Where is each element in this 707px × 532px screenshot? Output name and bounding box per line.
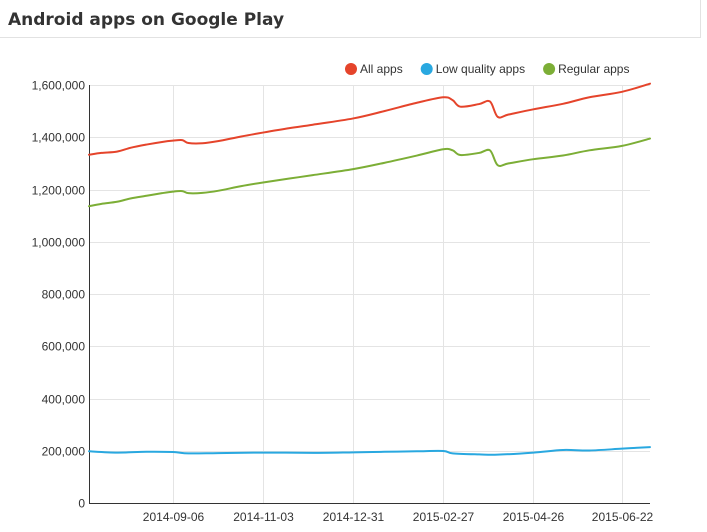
y-tick-label: 0 bbox=[78, 497, 85, 511]
legend-item-low-quality-apps[interactable]: Low quality apps bbox=[420, 62, 525, 76]
legend: All apps Low quality apps Regular apps bbox=[345, 62, 629, 76]
y-tick-label: 1,200,000 bbox=[32, 184, 86, 198]
legend-marker bbox=[420, 63, 433, 75]
y-tick-label: 200,000 bbox=[42, 445, 86, 459]
y-tick-label: 800,000 bbox=[42, 288, 86, 302]
x-tick-label: 2014-09-06 bbox=[143, 510, 205, 524]
title-divider bbox=[0, 37, 700, 38]
series-line-regular-apps bbox=[88, 137, 651, 208]
y-tick-label: 1,600,000 bbox=[32, 79, 86, 93]
legend-label: Low quality apps bbox=[436, 62, 525, 76]
series-line-low-quality-apps bbox=[88, 446, 651, 456]
y-tick-label: 400,000 bbox=[42, 393, 86, 407]
legend-item-all-apps[interactable]: All apps bbox=[345, 62, 403, 76]
x-tick-label: 2015-02-27 bbox=[413, 510, 475, 524]
x-tick-label: 2015-06-22 bbox=[592, 510, 654, 524]
legend-marker bbox=[543, 63, 556, 75]
legend-label: Regular apps bbox=[558, 62, 629, 76]
legend-marker bbox=[345, 63, 357, 75]
panel-title: Android apps on Google Play bbox=[8, 10, 285, 30]
y-tick-label: 1,400,000 bbox=[32, 131, 86, 145]
legend-label: All apps bbox=[360, 62, 403, 76]
x-tick-label: 2014-11-03 bbox=[233, 510, 294, 524]
y-tick-label: 1,000,000 bbox=[32, 236, 86, 250]
series-line-all-apps bbox=[88, 82, 651, 156]
x-tick-label: 2015-04-26 bbox=[503, 510, 565, 524]
x-tick-label: 2014-12-31 bbox=[323, 510, 385, 524]
legend-item-regular-apps[interactable]: Regular apps bbox=[543, 62, 629, 76]
y-tick-label: 600,000 bbox=[42, 340, 86, 354]
panel-border bbox=[700, 0, 701, 38]
